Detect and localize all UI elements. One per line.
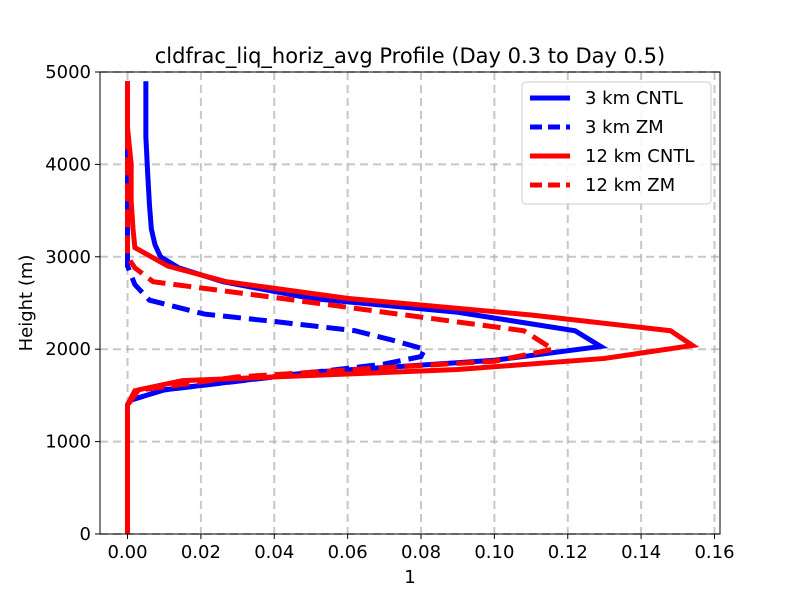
- y-tick-label: 0: [80, 524, 91, 545]
- legend-box: [521, 81, 712, 205]
- series-layer: [125, 81, 700, 534]
- legend-label: 3 km ZM: [585, 117, 664, 138]
- y-tick-label: 3000: [45, 247, 91, 268]
- x-tick-label: 0.14: [621, 542, 661, 563]
- series-line-12-km-zm: [125, 81, 560, 534]
- legend-label: 3 km CNTL: [585, 88, 683, 109]
- plot-frame: [99, 71, 721, 535]
- x-tick-label: 0.06: [328, 542, 368, 563]
- y-tick-label: 5000: [45, 62, 91, 83]
- x-tick-label: 0.04: [254, 542, 294, 563]
- x-tick-label: 0.00: [107, 542, 147, 563]
- legend-label: 12 km ZM: [585, 175, 675, 196]
- x-tick-label: 0.08: [401, 542, 441, 563]
- y-tick-label: 4000: [45, 154, 91, 175]
- x-axis-label: 1: [404, 567, 415, 588]
- legend-label: 12 km CNTL: [585, 146, 694, 167]
- ticks: 0.00 0.02 0.04 0.06 0.08 0.10 0.12 0.14 0.16 0 100…: [45, 62, 734, 563]
- y-tick-label: 1000: [45, 432, 91, 453]
- series-line-3-km-zm: [125, 81, 429, 534]
- legend: 3 km CNTL 3 km ZM 12 km CNTL 12 km ZM: [521, 81, 712, 205]
- x-tick-label: 0.16: [694, 542, 734, 563]
- series-line-12-km-cntl: [125, 81, 700, 534]
- chart-title: cldfrac_liq_horiz_avg Profile (Day 0.3 t…: [155, 44, 665, 69]
- y-axis-label: Height (m): [16, 255, 37, 352]
- x-tick-label: 0.12: [548, 542, 588, 563]
- x-tick-label: 0.02: [181, 542, 221, 563]
- y-tick-label: 2000: [45, 339, 91, 360]
- x-tick-label: 0.10: [474, 542, 514, 563]
